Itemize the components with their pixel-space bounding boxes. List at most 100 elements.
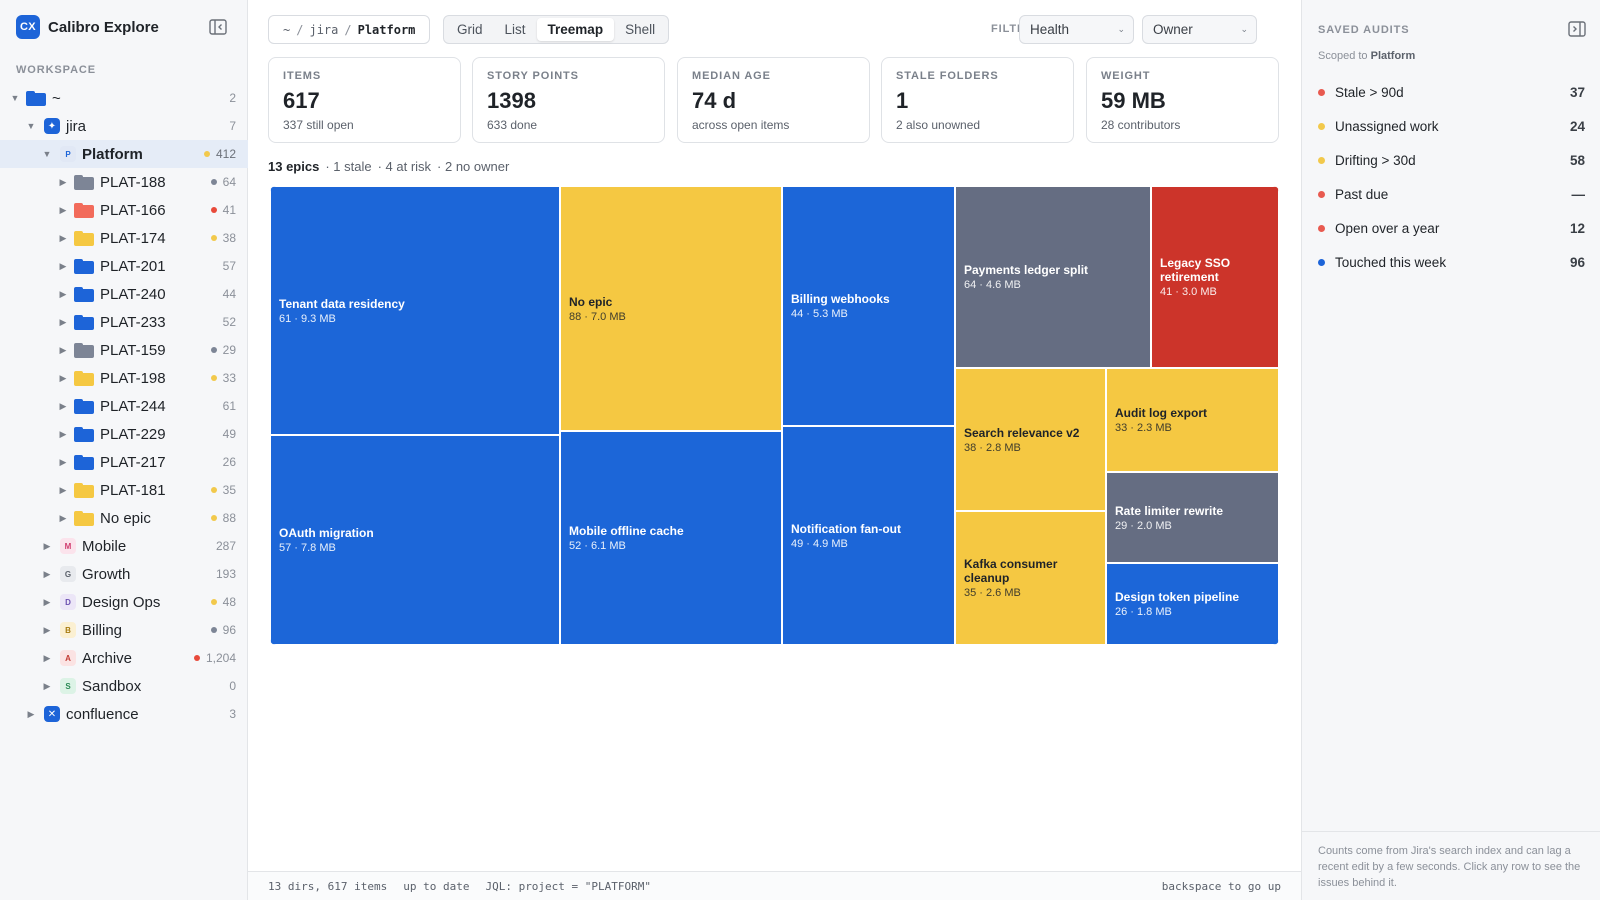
workspace-section-label: WORKSPACE <box>16 64 97 76</box>
caret-right-icon[interactable]: ▶ <box>59 484 67 495</box>
treemap-tile[interactable]: Design token pipeline 26 · 1.8 MB <box>1106 563 1279 645</box>
tree-row[interactable]: ▶ PLAT-198 33 <box>0 364 248 392</box>
tree-row[interactable]: ▶ PLAT-181 35 <box>0 476 248 504</box>
tree-row[interactable]: ▶ ✕ confluence 3 <box>0 700 248 728</box>
audit-row[interactable]: Drifting > 30d 58 <box>1318 150 1585 170</box>
stat-card-stale-folders: STALE FOLDERS 1 2 also unowned <box>881 57 1074 143</box>
treemap-tile[interactable]: Mobile offline cache 52 · 6.1 MB <box>560 431 782 645</box>
collapse-panel-icon[interactable] <box>1568 21 1586 37</box>
tree-row[interactable]: ▶ PLAT-201 57 <box>0 252 248 280</box>
audit-row[interactable]: Open over a year 12 <box>1318 218 1585 238</box>
breadcrumb-root[interactable]: ~ <box>283 22 291 37</box>
tree-row[interactable]: ▶ No epic 88 <box>0 504 248 532</box>
caret-right-icon[interactable]: ▶ <box>43 596 51 607</box>
tree-row[interactable]: ▼ ✦ jira 7 <box>0 112 248 140</box>
tree-count: 38 <box>210 231 236 245</box>
tree-row[interactable]: ▶ PLAT-244 61 <box>0 392 248 420</box>
tab-treemap[interactable]: Treemap <box>536 18 615 41</box>
stat-value: 1398 <box>487 88 536 113</box>
folder-icon <box>74 314 94 330</box>
tree-row[interactable]: ▶ S Sandbox 0 <box>0 672 248 700</box>
caret-right-icon[interactable]: ▶ <box>59 400 67 411</box>
tile-name: Mobile offline cache <box>569 524 684 538</box>
treemap-tile[interactable]: Billing webhooks 44 · 5.3 MB <box>782 186 955 426</box>
tile-meta: 38 · 2.8 MB <box>964 441 1021 454</box>
summary-stale: · 1 stale <box>325 159 372 174</box>
tree-row[interactable]: ▶ PLAT-217 26 <box>0 448 248 476</box>
caret-right-icon[interactable]: ▶ <box>59 428 67 439</box>
owner-select[interactable]: Owner ⌄ <box>1142 15 1257 44</box>
tree-count-value: 29 <box>222 343 236 357</box>
tree-row[interactable]: ▶ PLAT-188 64 <box>0 168 248 196</box>
caret-right-icon[interactable]: ▶ <box>59 372 67 383</box>
tree-row[interactable]: ▶ PLAT-159 29 <box>0 336 248 364</box>
caret-right-icon[interactable]: ▶ <box>43 680 51 691</box>
tile-name: No epic <box>569 294 613 309</box>
breadcrumb[interactable]: ~ / jira / Platform <box>268 15 431 44</box>
status-dot <box>203 151 210 157</box>
tree-row[interactable]: ▶ PLAT-229 49 <box>0 420 248 448</box>
caret-right-icon[interactable]: ▶ <box>59 456 67 467</box>
caret-right-icon[interactable]: ▶ <box>43 568 51 579</box>
caret-right-icon[interactable]: ▶ <box>59 316 67 327</box>
audit-row[interactable]: Unassigned work 24 <box>1318 116 1585 136</box>
tree-row[interactable]: ▶ A Archive 1,204 <box>0 644 248 672</box>
caret-right-icon[interactable]: ▶ <box>43 540 51 551</box>
tile-meta: 35 · 2.6 MB <box>964 587 1021 599</box>
tree-row[interactable]: ▼ P Platform 412 <box>0 140 248 168</box>
breadcrumb-jira[interactable]: jira <box>309 22 339 37</box>
caret-right-icon[interactable]: ▶ <box>59 288 67 299</box>
caret-right-icon[interactable]: ▶ <box>43 652 51 663</box>
treemap-tile[interactable]: Audit log export 33 · 2.3 MB <box>1106 368 1279 472</box>
treemap-tile[interactable]: Tenant data residency 61 · 9.3 MB <box>270 186 560 435</box>
tree-count-value: 49 <box>222 427 236 441</box>
caret-right-icon[interactable]: ▶ <box>59 232 67 243</box>
folder-icon <box>74 342 94 358</box>
treemap-tile[interactable]: Kafka consumer cleanup 35 · 2.6 MB <box>955 511 1106 645</box>
treemap-tile[interactable]: Rate limiter rewrite 29 · 2.0 MB <box>1106 472 1279 563</box>
tree-row[interactable]: ▶ B Billing 96 <box>0 616 248 644</box>
tab-grid[interactable]: Grid <box>457 22 483 37</box>
audit-row[interactable]: Past due — <box>1318 184 1585 204</box>
treemap-tile[interactable]: Payments ledger split 64 · 4.6 MB <box>955 186 1151 368</box>
treemap-tile[interactable]: Legacy SSO retirement 41 · 3.0 MB <box>1151 186 1279 368</box>
tree-row[interactable]: ▶ PLAT-166 41 <box>0 196 248 224</box>
treemap-tile[interactable]: Search relevance v2 38 · 2.8 MB <box>955 368 1106 511</box>
caret-right-icon[interactable]: ▶ <box>59 176 67 187</box>
tree-label: Billing <box>82 621 123 639</box>
caret-down-icon[interactable]: ▼ <box>10 93 20 103</box>
tree-row[interactable]: ▶ PLAT-240 44 <box>0 280 248 308</box>
app-brand[interactable]: CX Calibro Explore <box>16 15 159 39</box>
audit-dot <box>1318 224 1325 232</box>
caret-right-icon[interactable]: ▶ <box>43 624 51 635</box>
stat-value: 1 <box>896 88 909 113</box>
caret-right-icon[interactable]: ▶ <box>27 708 35 719</box>
tree-row[interactable]: ▶ D Design Ops 48 <box>0 588 248 616</box>
tab-list[interactable]: List <box>504 22 526 37</box>
audit-label: Past due <box>1335 186 1389 202</box>
tree-count-value: 412 <box>215 147 236 161</box>
audit-row[interactable]: Touched this week 96 <box>1318 252 1585 272</box>
caret-right-icon[interactable]: ▶ <box>59 260 67 271</box>
caret-right-icon[interactable]: ▶ <box>59 344 67 355</box>
tree-row[interactable]: ▶ G Growth 193 <box>0 560 248 588</box>
caret-down-icon[interactable]: ▼ <box>42 149 52 159</box>
tree-row[interactable]: ▶ M Mobile 287 <box>0 532 248 560</box>
audit-row[interactable]: Stale > 90d 37 <box>1318 82 1585 102</box>
treemap-tile[interactable]: Notification fan-out 49 · 4.9 MB <box>782 426 955 645</box>
collapse-sidebar-icon[interactable] <box>209 19 227 35</box>
tree-row[interactable]: ▼ ~2 <box>0 84 248 112</box>
caret-right-icon[interactable]: ▶ <box>59 512 67 523</box>
caret-right-icon[interactable]: ▶ <box>59 204 67 215</box>
tree-row[interactable]: ▶ PLAT-233 52 <box>0 308 248 336</box>
tree-count-value: 88 <box>222 511 236 525</box>
caret-down-icon[interactable]: ▼ <box>26 121 36 131</box>
treemap-tile[interactable]: No epic 88 · 7.0 MB <box>560 186 782 431</box>
tree-row[interactable]: ▶ PLAT-174 38 <box>0 224 248 252</box>
health-select[interactable]: Health ⌄ <box>1019 15 1134 44</box>
audit-label: Touched this week <box>1335 254 1447 270</box>
treemap-tile[interactable]: OAuth migration 57 · 7.8 MB <box>270 435 560 645</box>
tab-shell[interactable]: Shell <box>625 22 656 37</box>
tree-count: 48 <box>210 595 236 609</box>
stat-sub: 28 contributors <box>1101 118 1181 132</box>
